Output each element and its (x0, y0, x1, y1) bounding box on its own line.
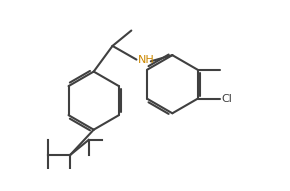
Text: Cl: Cl (221, 94, 232, 104)
Text: NH: NH (138, 55, 155, 65)
